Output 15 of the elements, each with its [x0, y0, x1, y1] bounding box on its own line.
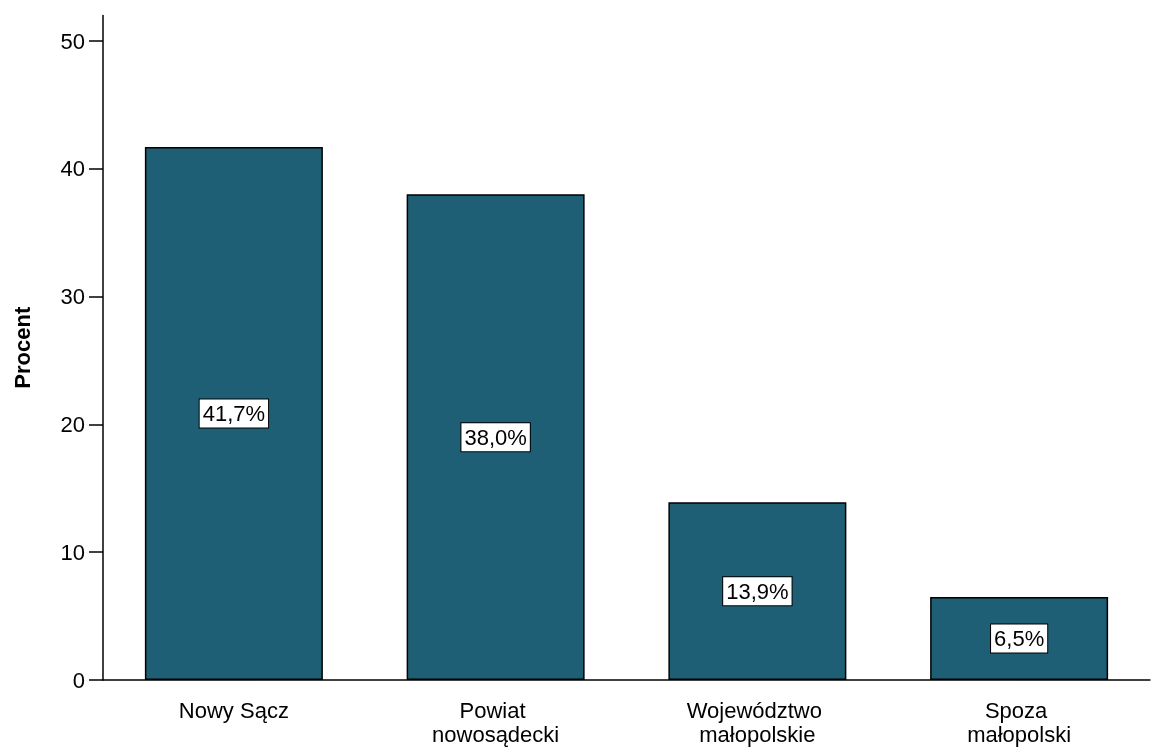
y-tick-label: 10: [60, 539, 85, 565]
y-tick-label: 50: [60, 28, 85, 54]
data-label: 38,0%: [464, 424, 527, 450]
data-label: 41,7%: [202, 401, 266, 427]
y-tick-label: 40: [60, 156, 85, 182]
y-tick-label: 0: [72, 667, 85, 693]
x-tick-label: Spoza małopolski: [967, 697, 1072, 747]
x-tick-label: Nowy Sącz: [178, 697, 289, 723]
y-tick-label: 20: [60, 411, 85, 437]
data-label: 13,9%: [726, 578, 789, 604]
data-label: 6,5%: [994, 625, 1045, 651]
y-tick-label: 30: [60, 284, 85, 310]
x-tick-label: Województwo małopolskie: [686, 697, 829, 747]
x-tick-label: Powiat nowosądecki: [432, 697, 560, 747]
y-axis-title: Procent: [9, 306, 35, 389]
